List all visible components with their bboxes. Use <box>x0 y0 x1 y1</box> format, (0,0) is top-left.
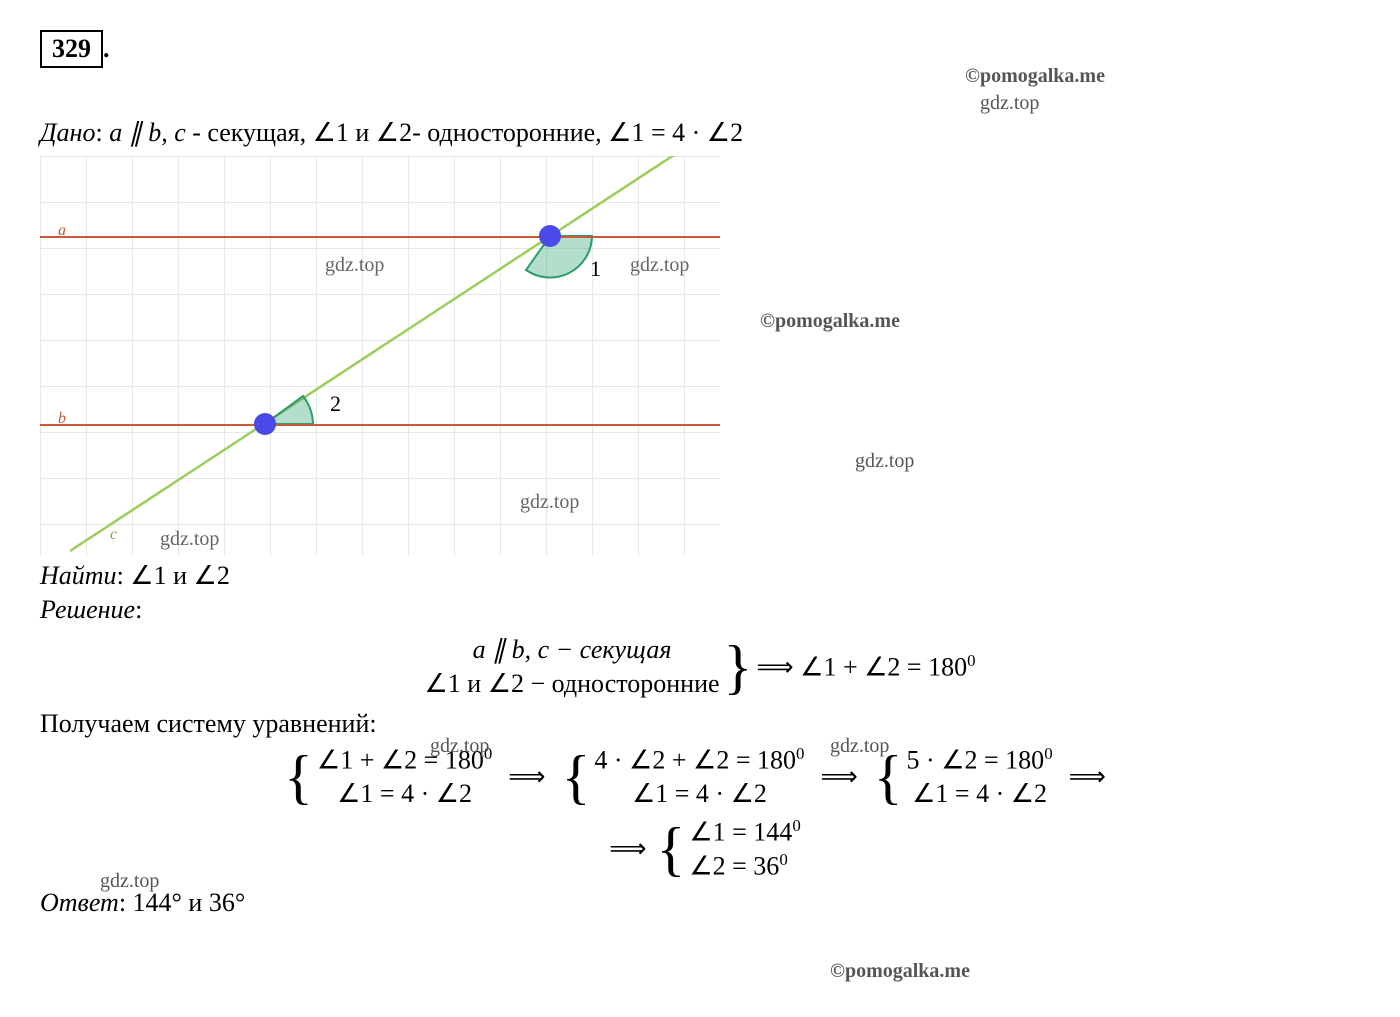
geometry-diagram: a b c 1 2 gdz.top gdz.top gdz.top gdz.top <box>40 156 720 556</box>
watermark-text: ©pomogalka.me <box>760 310 900 333</box>
sys3-l1: 5 · ∠2 = 180 <box>907 745 1045 774</box>
colon: : <box>135 595 142 624</box>
line-a <box>40 236 720 238</box>
sys2-l2: ∠1 = 4 · ∠2 <box>594 777 804 811</box>
find-line: Найти: ∠1 и ∠2 <box>40 561 1360 591</box>
brace-right-icon: } <box>724 646 753 688</box>
given-p1: : <box>95 118 109 147</box>
label-line-a: a <box>58 222 66 240</box>
equation-system-row-2: ⟹ { ∠1 = 1440 ∠2 = 360 <box>40 815 1360 884</box>
solution-label-text: Решение <box>40 595 135 624</box>
watermark-text: gdz.top <box>520 491 579 514</box>
intersection-point-2 <box>254 413 276 435</box>
sys1-l2: ∠1 = 4 · ∠2 <box>317 777 492 811</box>
premise-block: a ∥ b, c − секущая ∠1 и ∠2 − односторонн… <box>40 633 1360 701</box>
brace-left-icon: { <box>657 828 686 870</box>
watermark-text: gdz.top <box>430 735 489 758</box>
equation-system-row: { ∠1 + ∠2 = 1800 ∠1 = 4 · ∠2 ⟹ { 4 · ∠2 … <box>40 743 1360 811</box>
sys4-l2: ∠2 = 36 <box>689 852 779 881</box>
system-intro: Получаем систему уравнений: <box>40 709 1360 739</box>
grid-background <box>40 156 720 556</box>
watermark-text: gdz.top <box>325 254 384 277</box>
brace-left-icon: { <box>874 756 903 798</box>
label-line-b: b <box>58 410 66 428</box>
angle-label-2: 2 <box>330 391 341 417</box>
angle-label-1: 1 <box>590 256 601 282</box>
arrow-icon: ⟹ <box>820 762 857 792</box>
watermark-text: gdz.top <box>830 735 889 758</box>
brace-left-icon: { <box>562 756 591 798</box>
find-label: Найти <box>40 561 117 590</box>
watermark-text: gdz.top <box>980 92 1039 115</box>
given-p2: a ∥ b, c <box>109 118 186 147</box>
given-line: Дано: a ∥ b, c - секущая, ∠1 и ∠2- однос… <box>40 118 1360 148</box>
premise-result: ⟹ ∠1 + ∠2 = 1800 <box>756 651 975 683</box>
arrow-icon: ⟹ <box>609 834 646 864</box>
sys2-l1: 4 · ∠2 + ∠2 = 180 <box>594 745 796 774</box>
line-b <box>40 424 720 426</box>
watermark-text: ©pomogalka.me <box>965 65 1105 88</box>
find-text: : ∠1 и ∠2 <box>117 561 230 590</box>
period: . <box>103 34 110 63</box>
given-label: Дано <box>40 118 95 147</box>
watermark-text: gdz.top <box>630 254 689 277</box>
sys3-l2: ∠1 = 4 · ∠2 <box>907 777 1053 811</box>
brace-left-icon: { <box>284 756 313 798</box>
watermark-text: gdz.top <box>160 528 219 551</box>
watermark-text: ©pomogalka.me <box>830 960 970 983</box>
answer-line: Ответ: 144° и 36° <box>40 888 1360 918</box>
arrow-icon: ⟹ <box>508 762 545 792</box>
problem-number: 329 <box>40 30 103 68</box>
watermark-text: gdz.top <box>855 450 914 473</box>
solution-label: Решение: <box>40 595 1360 625</box>
arrow-icon: ⟹ <box>1069 762 1106 792</box>
intersection-point-1 <box>539 225 561 247</box>
premise-l1: a ∥ b, c − секущая <box>473 635 672 664</box>
watermark-text: gdz.top <box>100 870 159 893</box>
premise-l2: ∠1 и ∠2 − односторонние <box>424 667 719 701</box>
sys4-l1: ∠1 = 144 <box>689 818 792 847</box>
label-line-c: c <box>110 526 117 544</box>
given-p3: - секущая, ∠1 и ∠2- односторонние, ∠1 = … <box>186 118 743 147</box>
